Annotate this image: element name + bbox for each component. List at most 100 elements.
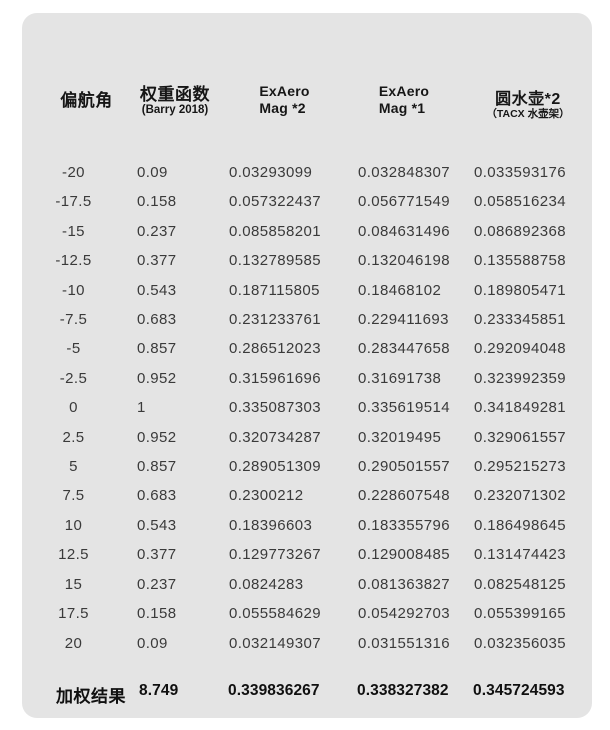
table-cell: -20 [62,164,85,181]
table-header: 偏航角 权重函数 (Barry 2018) ExAero Mag *2 ExAe… [22,13,592,158]
table-cell: 0.315961696 [229,369,321,387]
table-cell: 0.086892368 [474,222,566,240]
table-row: -2.5 0.952 0.315961696 0.31691738 0.32399235… [22,364,592,393]
table-cell: 0.329061557 [474,428,566,446]
table-cell: 0.543 [137,516,177,534]
table-cell: 0.131474423 [474,546,566,564]
table-cell: 0.055584629 [229,605,321,623]
col-header-yaw-angle-label: 偏航角 [60,91,113,110]
table-cell: 0.158 [137,193,177,211]
table-cell: 0.286512023 [229,340,321,358]
table-cell: 0.857 [137,340,177,358]
data-table-card: 偏航角 权重函数 (Barry 2018) ExAero Mag *2 ExAe… [22,13,592,718]
col-header-weight-function-label: 权重函数 [140,84,210,104]
table-cell: -2.5 [59,369,88,387]
table-cell: 0.085858201 [229,222,321,240]
table-cell: -7.5 [59,311,88,329]
table-cell: 0.295215273 [474,458,566,476]
table-cell: -17.5 [55,193,92,211]
table-cell: 0.32019495 [358,428,442,446]
table-row: -15 0.237 0.085858201 0.084631496 0.08689236… [22,217,592,246]
table-cell: 0.186498645 [474,516,566,534]
table-row: 0 1 0.335087303 0.335619514 0.341849281 [22,393,592,422]
table-row: -7.5 0.683 0.231233761 0.229411693 0.2333458… [22,305,592,334]
table-row: -10 0.543 0.187115805 0.18468102 0.189805471 [22,276,592,305]
table-cell: 0.032149307 [229,634,321,652]
table-cell: 0.323992359 [474,369,566,387]
col-header-round-bottle: 圆水壶*2 （TACX 水壶架） [464,13,592,158]
table-cell: 0.237 [137,222,177,240]
table-cell: 0.09 [137,164,168,181]
table-cell: 0.683 [137,487,177,505]
table-cell: 0.0824283 [229,575,304,593]
table-cell: 0.341849281 [474,399,566,417]
weighted-result-exaero-mag2: 0.339836267 [228,681,320,699]
table-cell: 0.231233761 [229,311,321,329]
col-header-round-bottle-cage: （TACX 水壶架） [486,108,570,120]
table-cell: 2.5 [62,428,85,446]
table-row: 10 0.543 0.18396603 0.183355796 0.186498645 [22,511,592,540]
table-cell: 0 [69,399,78,417]
table-cell: 0.233345851 [474,311,566,329]
table-cell: 0.056771549 [358,193,450,211]
table-cell: 0.232071302 [474,487,566,505]
table-cell: 0.132789585 [229,252,321,270]
table-cell: 0.135588758 [474,252,566,270]
table-cell: 0.032356035 [474,634,566,652]
table-cell: 0.31691738 [358,369,442,387]
col-header-exaero-mag2-line2: Mag *2 [259,100,306,116]
table-cell: 0.228607548 [358,487,450,505]
table-cell: 12.5 [58,546,89,564]
table-cell: -5 [66,340,81,358]
col-header-yaw-angle: 偏航角 [22,13,125,158]
table-cell: 5 [69,458,78,476]
table-cell: -10 [62,281,85,299]
table-cell: 0.129008485 [358,546,450,564]
table-cell: 0.237 [137,575,177,593]
table-cell: 0.055399165 [474,605,566,623]
table-cell: 0.084631496 [358,222,450,240]
table-cell: 0.158 [137,605,177,623]
table-cell: 0.289051309 [229,458,321,476]
table-footer: 加权结果 8.749 0.339836267 0.338327382 0.345… [22,658,592,707]
table-cell: 17.5 [58,605,89,623]
table-cell: 0.18468102 [358,281,442,299]
table-cell: 0.18396603 [229,516,313,534]
table-cell: 1 [137,399,146,417]
table-cell: 0.320734287 [229,428,321,446]
table-cell: 0.183355796 [358,516,450,534]
table-cell: 0.082548125 [474,575,566,593]
col-header-exaero-mag2: ExAero Mag *2 [225,13,344,158]
table-cell: 0.952 [137,428,177,446]
weighted-result-exaero-mag1: 0.338327382 [357,681,449,699]
col-header-weight-function-source: (Barry 2018) [141,103,209,116]
header-row: 偏航角 权重函数 (Barry 2018) ExAero Mag *2 ExAe… [22,13,592,158]
table-cell: 0.057322437 [229,193,321,211]
col-header-round-bottle-label: 圆水壶*2 [495,91,561,108]
table-cell: 0.335619514 [358,399,450,417]
table-cell: 0.132046198 [358,252,450,270]
table-cell: -12.5 [55,252,92,270]
table-cell: 0.377 [137,252,177,270]
table-cell: 0.2300212 [229,487,304,505]
table-row: 20 0.09 0.032149307 0.031551316 0.032356035 [22,629,592,658]
table-cell: 0.335087303 [229,399,321,417]
table-row: 2.5 0.952 0.320734287 0.32019495 0.329061557 [22,423,592,452]
table-cell: 0.129773267 [229,546,321,564]
table-cell: 0.290501557 [358,458,450,476]
table-row: 7.5 0.683 0.2300212 0.228607548 0.232071302 [22,481,592,510]
table-cell: 0.952 [137,369,177,387]
col-header-exaero-mag1-line1: ExAero [378,83,430,99]
table-cell: 15 [64,575,83,593]
table-cell: 0.377 [137,546,177,564]
table-body: -20 0.09 0.03293099 0.032848307 0.033593176-… [22,158,592,658]
table-cell: 0.283447658 [358,340,450,358]
table-cell: 0.189805471 [474,281,566,299]
table-row: -20 0.09 0.03293099 0.032848307 0.033593176 [22,158,592,187]
weighted-result-label: 加权结果 [56,686,126,706]
table-cell: 7.5 [62,487,85,505]
col-header-exaero-mag1-line2: Mag *1 [378,100,426,116]
col-header-exaero-mag1: ExAero Mag *1 [344,13,464,158]
table-cell: 0.187115805 [229,281,320,299]
col-header-exaero-mag1-block: ExAero Mag *1 [379,83,429,117]
